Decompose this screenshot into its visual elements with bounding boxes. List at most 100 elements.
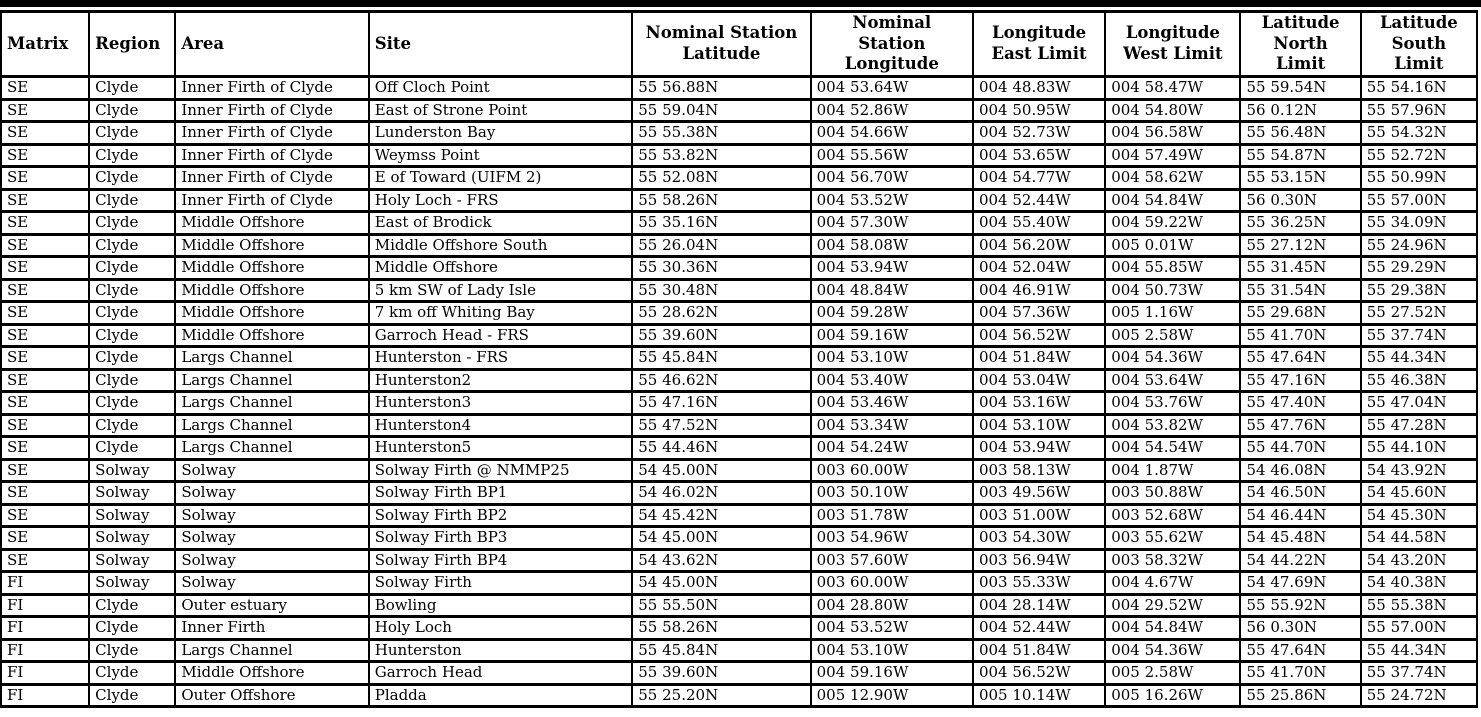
table-cell-nominal-station-latitude: 55 28.62N [631,300,812,326]
table-cell-region: Clyde [88,390,177,416]
table-cell-matrix: SE [0,345,91,371]
table-cell-latitude-south-limit: 55 44.34N [1359,637,1479,663]
table-cell-longitude-east-limit: 003 58.13W [971,457,1107,483]
table-cell-nominal-station-latitude: 55 26.04N [631,232,812,258]
table-cell-site: Weymss Point [367,142,634,168]
table-cell-nominal-station-longitude: 004 53.10W [809,637,974,663]
table-row: SE Clyde Largs Channel Hunterston5 55 44.46N… [0,435,1479,461]
table-cell-region: Clyde [88,345,177,371]
table-row: SE Clyde Largs Channel Hunterston2 55 46.62N… [0,367,1479,393]
table-cell-matrix: SE [0,187,91,213]
table-cell-latitude-north-limit: 55 44.70N [1239,435,1362,461]
table-cell-latitude-north-limit: 55 31.45N [1239,255,1362,281]
table-cell-area: Outer estuary [174,592,370,618]
table-cell-latitude-south-limit: 55 27.52N [1359,300,1479,326]
table-cell-longitude-west-limit: 005 16.26W [1104,682,1242,708]
table-cell-latitude-south-limit: 55 44.34N [1359,345,1479,371]
table-cell-area: Solway [174,502,370,528]
table-cell-nominal-station-latitude: 55 52.08N [631,165,812,191]
table-cell-nominal-station-latitude: 55 45.84N [631,345,812,371]
table-cell-area: Outer Offshore [174,682,370,708]
table-cell-nominal-station-latitude: 55 47.16N [631,390,812,416]
table-row: FI Clyde Middle Offshore Garroch Head 55 39.… [0,660,1479,686]
table-cell-region: Clyde [88,187,177,213]
table-cell-latitude-north-limit: 56 0.12N [1239,97,1362,123]
table-cell-area: Solway [174,480,370,506]
table-cell-latitude-south-limit: 55 37.74N [1359,322,1479,348]
table-row: SE Clyde Middle Offshore Garroch Head - FRS… [0,322,1479,348]
table-cell-nominal-station-latitude: 55 35.16N [631,210,812,236]
table-cell-site: 7 km off Whiting Bay [367,300,634,326]
table-cell-longitude-east-limit: 004 57.36W [971,300,1107,326]
table-cell-site: Garroch Head [367,660,634,686]
table-cell-longitude-east-limit: 004 52.44W [971,615,1107,641]
table-cell-longitude-east-limit: 004 52.44W [971,187,1107,213]
table-cell-longitude-west-limit: 004 54.80W [1104,97,1242,123]
table-cell-latitude-north-limit: 55 56.48N [1239,120,1362,146]
table-cell-longitude-east-limit: 004 48.83W [971,75,1107,101]
table-cell-latitude-north-limit: 54 46.50N [1239,480,1362,506]
table-cell-latitude-south-limit: 55 37.74N [1359,660,1479,686]
table-cell-longitude-west-limit: 004 53.64W [1104,367,1242,393]
table-cell-nominal-station-longitude: 004 57.30W [809,210,974,236]
table-cell-matrix: SE [0,277,91,303]
table-cell-longitude-east-limit: 004 56.52W [971,660,1107,686]
table-cell-site: Hunterston - FRS [367,345,634,371]
table-cell-latitude-south-limit: 54 43.92N [1359,457,1479,483]
table-cell-area: Middle Offshore [174,300,370,326]
table-cell-site: Off Cloch Point [367,75,634,101]
table-cell-region: Solway [88,525,177,551]
table-cell-nominal-station-longitude: 004 59.16W [809,660,974,686]
table-cell-region: Clyde [88,142,177,168]
table-cell-longitude-west-limit: 004 54.84W [1104,615,1242,641]
table-cell-latitude-south-limit: 55 29.29N [1359,255,1479,281]
table-cell-matrix: SE [0,322,91,348]
table-cell-latitude-south-limit: 55 50.99N [1359,165,1479,191]
table-cell-latitude-south-limit: 55 54.16N [1359,75,1479,101]
table-row: SE Clyde Inner Firth of Clyde Off Cloch Poi… [0,75,1479,101]
table-cell-nominal-station-latitude: 55 45.84N [631,637,812,663]
table-cell-nominal-station-latitude: 54 45.00N [631,525,812,551]
table-row: SE Solway Solway Solway Firth BP4 54 43.62N 0… [0,547,1479,573]
header-row: Matrix Region Area Site Nominal Station Lati… [0,10,1479,78]
table-cell-matrix: SE [0,435,91,461]
table-cell-matrix: FI [0,615,91,641]
table-cell-longitude-west-limit: 004 54.84W [1104,187,1242,213]
table-cell-region: Clyde [88,412,177,438]
table-cell-latitude-north-limit: 55 47.16N [1239,367,1362,393]
table-cell-nominal-station-latitude: 55 58.26N [631,615,812,641]
table-cell-nominal-station-longitude: 004 54.66W [809,120,974,146]
table-row: SE Clyde Inner Firth of Clyde East of Stron… [0,97,1479,123]
table-cell-longitude-east-limit: 004 54.77W [971,165,1107,191]
table-cell-nominal-station-longitude: 004 53.46W [809,390,974,416]
table-cell-longitude-west-limit: 005 0.01W [1104,232,1242,258]
table-cell-latitude-north-limit: 56 0.30N [1239,615,1362,641]
table-cell-longitude-west-limit: 004 53.82W [1104,412,1242,438]
table-cell-latitude-north-limit: 55 36.25N [1239,210,1362,236]
table-cell-site: Solway Firth BP3 [367,525,634,551]
table-cell-area: Largs Channel [174,390,370,416]
table-cell-area: Inner Firth of Clyde [174,187,370,213]
table-cell-nominal-station-latitude: 54 45.42N [631,502,812,528]
table-cell-nominal-station-longitude: 004 58.08W [809,232,974,258]
table-cell-longitude-east-limit: 004 50.95W [971,97,1107,123]
table-cell-longitude-west-limit: 004 57.49W [1104,142,1242,168]
table-cell-longitude-west-limit: 004 54.36W [1104,637,1242,663]
table-cell-latitude-south-limit: 55 54.32N [1359,120,1479,146]
table-cell-region: Clyde [88,637,177,663]
table-cell-longitude-west-limit: 005 1.16W [1104,300,1242,326]
table-cell-longitude-east-limit: 004 46.91W [971,277,1107,303]
table-cell-longitude-west-limit: 004 53.76W [1104,390,1242,416]
table-cell-nominal-station-latitude: 55 53.82N [631,142,812,168]
table-cell-longitude-east-limit: 004 53.04W [971,367,1107,393]
table-cell-longitude-west-limit: 004 58.62W [1104,165,1242,191]
table-cell-longitude-west-limit: 004 54.54W [1104,435,1242,461]
table-cell-site: E of Toward (UIFM 2) [367,165,634,191]
table-cell-latitude-north-limit: 54 46.08N [1239,457,1362,483]
table-cell-region: Clyde [88,367,177,393]
table-cell-nominal-station-latitude: 55 56.88N [631,75,812,101]
table-cell-matrix: SE [0,165,91,191]
table-cell-matrix: SE [0,97,91,123]
table-cell-nominal-station-longitude: 004 53.64W [809,75,974,101]
table-cell-latitude-south-limit: 55 57.00N [1359,615,1479,641]
